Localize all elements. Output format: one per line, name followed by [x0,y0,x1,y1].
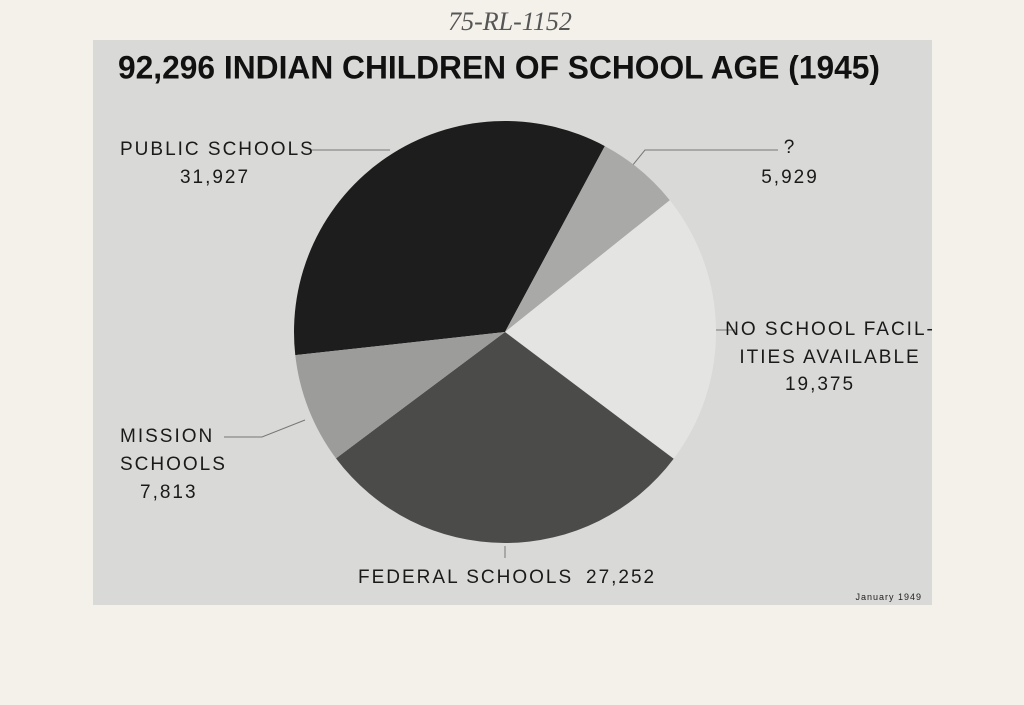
pie-slice [505,146,670,332]
leader-line [631,149,778,167]
pie-slice [294,121,605,356]
handwritten-note: 75-RL-1152 [448,7,572,36]
pie [294,121,717,544]
date-note: January 1949 [855,592,922,602]
pie-slice [335,332,674,544]
value-label: 27,252 [586,567,656,588]
value-label: 7,813 [140,482,198,503]
slice-label: PUBLIC SCHOOLS [120,139,315,160]
leader-lines [224,149,778,558]
pie-slice [505,200,717,459]
slice-label: MISSION SCHOOLS [120,426,227,475]
value-label: 5,929 [761,167,819,188]
chart-title: 92,296 INDIAN CHILDREN OF SCHOOL AGE (19… [118,49,880,85]
value-label: 19,375 [785,374,855,395]
slice-label: NO SCHOOL FACIL-ITIES AVAILABLE [725,319,935,368]
slice-label: FEDERAL SCHOOLS [358,567,573,588]
leader-line [224,419,306,438]
pie-slice [295,332,505,459]
slice-label: ? [784,137,797,158]
value-label: 31,927 [180,167,250,188]
